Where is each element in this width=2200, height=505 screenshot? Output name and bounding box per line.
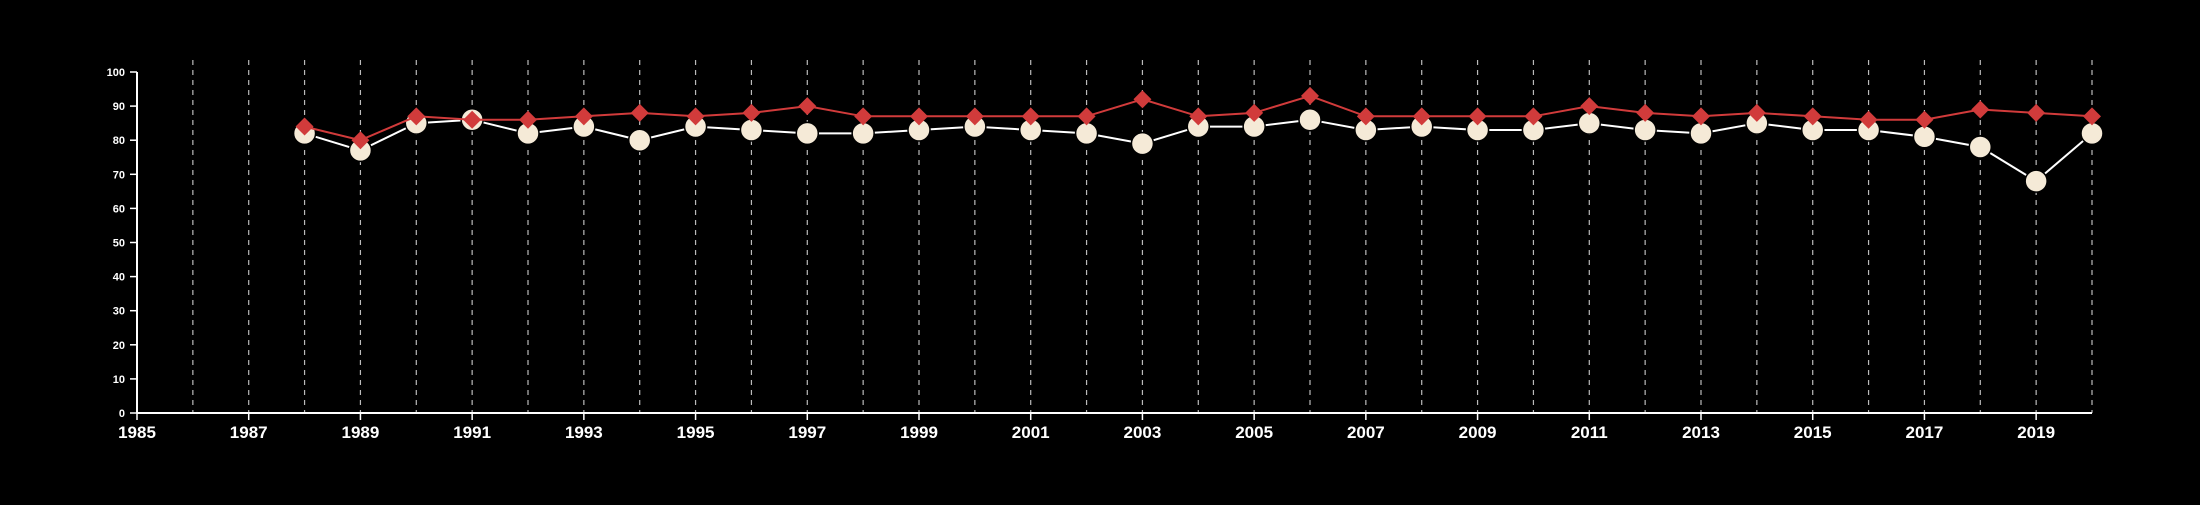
x-tick-label-2015: 2015 bbox=[1794, 423, 1832, 442]
x-tick-label-2007: 2007 bbox=[1347, 423, 1385, 442]
y-tick-label-50: 50 bbox=[113, 238, 125, 250]
x-tick-label-2013: 2013 bbox=[1682, 423, 1720, 442]
circle-point-2006 bbox=[1298, 107, 1322, 132]
circle-point-2020 bbox=[2080, 121, 2104, 146]
x-tick-label-2017: 2017 bbox=[1906, 423, 1944, 442]
diamond-point-2014 bbox=[1747, 103, 1766, 122]
diamond-point-1998 bbox=[854, 107, 873, 126]
circle-point-1997 bbox=[795, 121, 820, 146]
diamond-point-2000 bbox=[965, 107, 984, 126]
x-tick-label-1997: 1997 bbox=[788, 423, 826, 442]
y-tick-label-70: 70 bbox=[113, 169, 125, 181]
x-tick-label-2005: 2005 bbox=[1235, 423, 1273, 442]
x-tick-label-1999: 1999 bbox=[900, 423, 938, 442]
circle-point-1996 bbox=[739, 118, 764, 142]
y-tick-label-100: 100 bbox=[107, 67, 125, 79]
diamond-point-2001 bbox=[1021, 107, 1040, 126]
y-tick-label-10: 10 bbox=[113, 374, 125, 386]
diamond-point-2019 bbox=[2027, 103, 2046, 122]
diamond-point-1991 bbox=[463, 110, 482, 129]
diamond-point-2020 bbox=[2083, 107, 2101, 126]
diamond-point-2017 bbox=[1915, 110, 1934, 129]
y-tick-label-60: 60 bbox=[113, 203, 125, 215]
y-tick-label-40: 40 bbox=[113, 272, 125, 284]
diamond-point-2010 bbox=[1524, 107, 1543, 126]
diamond-point-1988 bbox=[295, 117, 314, 136]
diamond-point-1999 bbox=[910, 107, 928, 126]
x-tick-label-1993: 1993 bbox=[565, 423, 603, 442]
diamond-point-1989 bbox=[351, 131, 370, 150]
diamond-point-2011 bbox=[1580, 97, 1599, 116]
circle-point-2002 bbox=[1074, 121, 1099, 146]
y-tick-label-0: 0 bbox=[119, 408, 125, 420]
series-group bbox=[292, 86, 2104, 193]
diamond-point-2002 bbox=[1077, 107, 1096, 126]
diamond-point-1996 bbox=[742, 103, 761, 122]
diamond-point-2015 bbox=[1803, 107, 1822, 126]
diamond-point-2012 bbox=[1636, 103, 1655, 122]
circle-point-2018 bbox=[1968, 135, 1993, 159]
x-tick-label-1989: 1989 bbox=[342, 423, 380, 442]
x-tick-label-2009: 2009 bbox=[1459, 423, 1497, 442]
y-tick-label-30: 30 bbox=[113, 306, 125, 318]
x-tick-label-1985: 1985 bbox=[118, 423, 156, 442]
circle-point-2013 bbox=[1689, 121, 1713, 146]
diamond-point-2003 bbox=[1133, 90, 1152, 109]
x-tick-label-1987: 1987 bbox=[230, 423, 268, 442]
diamond-point-2013 bbox=[1692, 107, 1710, 126]
x-tick-label-2011: 2011 bbox=[1571, 423, 1608, 442]
diamond-point-1992 bbox=[519, 110, 537, 129]
y-tick-label-90: 90 bbox=[113, 101, 125, 113]
circle-point-2003 bbox=[1130, 131, 1155, 156]
diamond-point-2006 bbox=[1301, 86, 1319, 105]
x-tick-label-2001: 2001 bbox=[1012, 423, 1050, 442]
diamond-point-1997 bbox=[798, 97, 817, 116]
diamond-point-1995 bbox=[686, 107, 705, 126]
circle-point-1994 bbox=[627, 128, 652, 152]
circle-point-2012 bbox=[1633, 118, 1657, 142]
x-tick-label-1995: 1995 bbox=[677, 423, 715, 442]
circle-point-1998 bbox=[851, 121, 875, 146]
diamond-point-1990 bbox=[407, 107, 426, 126]
diamond-point-2018 bbox=[1971, 100, 1990, 119]
diamond-point-2007 bbox=[1356, 107, 1375, 126]
circle-point-2017 bbox=[1912, 125, 1937, 149]
diamond-point-2016 bbox=[1859, 110, 1878, 129]
x-tick-label-2003: 2003 bbox=[1124, 423, 1162, 442]
diamond-point-1993 bbox=[574, 107, 593, 126]
axes: 0 10 20 30 40 50 60 70 80 90 100 1985 1987 1989 1991 19… bbox=[107, 67, 2092, 442]
diamond-point-2004 bbox=[1189, 107, 1208, 126]
x-tick-label-2019: 2019 bbox=[2017, 423, 2055, 442]
gridlines bbox=[192, 60, 2093, 413]
x-tick-label-1991: 1991 bbox=[453, 423, 491, 442]
diamond-point-1994 bbox=[630, 103, 649, 122]
diamond-point-2005 bbox=[1245, 103, 1264, 122]
circle-point-2011 bbox=[1577, 111, 1602, 135]
diamond-point-2009 bbox=[1468, 107, 1487, 126]
diamond-point-2008 bbox=[1412, 107, 1431, 126]
y-tick-label-20: 20 bbox=[113, 340, 125, 352]
y-tick-label-80: 80 bbox=[113, 135, 125, 147]
circle-point-2019 bbox=[2024, 169, 2048, 193]
